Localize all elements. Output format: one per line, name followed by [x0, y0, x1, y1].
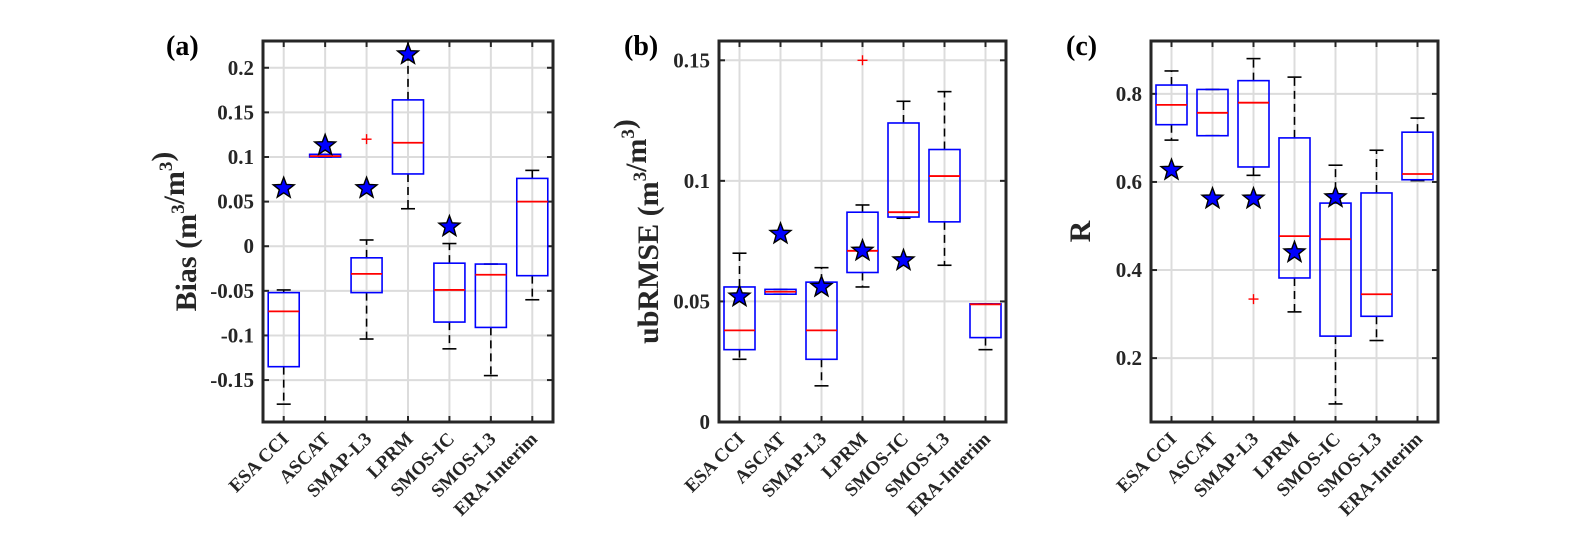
box-esa-cci	[267, 175, 301, 405]
star-marker	[437, 213, 462, 238]
y-tick-label: -0.05	[210, 279, 254, 303]
star-marker	[1159, 157, 1184, 181]
star-marker	[271, 175, 297, 199]
star-marker	[312, 132, 338, 156]
box-lprm	[391, 41, 425, 210]
box-ascat	[308, 132, 342, 158]
outlier-marker	[361, 134, 372, 145]
iqr-box	[433, 262, 466, 323]
star-marker	[809, 273, 834, 298]
star-marker	[727, 283, 752, 308]
box-esa-cci	[1155, 70, 1188, 181]
y-tick-label: -0.15	[210, 368, 254, 392]
outlier-marker	[1248, 294, 1259, 305]
star-marker	[1200, 185, 1225, 210]
iqr-box	[846, 211, 879, 274]
y-tick-label: 0.6	[1116, 170, 1142, 194]
box-smos-ic	[887, 100, 920, 271]
x-tick-label: ESA CCI	[1113, 429, 1181, 497]
y-tick-label: 0.05	[673, 289, 710, 313]
box-lprm	[846, 55, 879, 288]
y-tick-label: -0.1	[221, 323, 254, 347]
y-axis-label: ubRMSE (m3/m3)	[608, 119, 665, 344]
y-tick-label: 0.15	[217, 100, 254, 124]
box-smap-l3	[805, 266, 838, 387]
axes-frame	[261, 39, 555, 424]
iqr-box	[1278, 137, 1311, 279]
y-axis-label: Bias (m3/m3)	[146, 152, 203, 312]
y-tick-label: 0.05	[217, 190, 254, 214]
star-marker	[354, 175, 379, 199]
iqr-box	[474, 263, 508, 329]
iqr-box	[928, 148, 961, 223]
y-tick-label: 0.1	[684, 169, 710, 193]
box-era-interim	[515, 169, 549, 301]
box-esa-cci	[723, 252, 756, 361]
x-tick-label: ESA CCI	[681, 429, 749, 497]
outlier-marker	[857, 55, 868, 66]
iqr-box	[1360, 192, 1393, 318]
star-marker	[1241, 185, 1266, 210]
iqr-box	[515, 177, 549, 277]
y-tick-label: 0.1	[228, 145, 254, 169]
panel-label: (a)	[166, 31, 199, 62]
iqr-box	[1401, 131, 1434, 181]
panel-label: (c)	[1066, 31, 1097, 62]
box-era-interim	[1401, 117, 1434, 182]
box-smos-l3	[928, 90, 961, 267]
iqr-box	[267, 291, 301, 368]
axes-frame	[717, 39, 1008, 424]
y-tick-label: 0	[700, 410, 711, 434]
y-axis-label: R	[1064, 220, 1097, 242]
star-marker	[768, 220, 793, 245]
box-smap-l3	[1237, 57, 1270, 305]
y-tick-label: 0.2	[1116, 346, 1142, 370]
y-tick-label: 0.8	[1116, 82, 1142, 106]
box-smos-ic	[1319, 164, 1352, 405]
box-ascat	[764, 220, 797, 295]
axes-frame	[1149, 39, 1440, 424]
box-smap-l3	[350, 134, 383, 340]
star-marker	[891, 247, 916, 271]
box-era-interim	[969, 303, 1002, 351]
panel-label: (b)	[624, 31, 658, 62]
box-ascat	[1196, 88, 1229, 210]
box-smos-l3	[1360, 149, 1393, 342]
iqr-box	[887, 122, 920, 218]
y-tick-label: 0	[244, 234, 255, 258]
star-marker	[395, 41, 421, 65]
y-tick-label: 0.2	[228, 56, 254, 80]
iqr-box	[1237, 79, 1270, 168]
star-marker	[1282, 239, 1307, 263]
box-smos-ic	[433, 213, 466, 350]
star-marker	[850, 237, 875, 262]
iqr-box	[1319, 202, 1352, 337]
iqr-box	[350, 257, 383, 294]
box-lprm	[1278, 76, 1311, 313]
y-tick-label: 0.15	[673, 48, 710, 72]
iqr-box	[391, 99, 425, 175]
y-tick-label: 0.4	[1116, 258, 1143, 282]
x-tick-label: ESA CCI	[225, 429, 293, 497]
box-smos-l3	[474, 263, 508, 377]
grid	[719, 41, 1006, 423]
star-marker	[1323, 184, 1348, 208]
